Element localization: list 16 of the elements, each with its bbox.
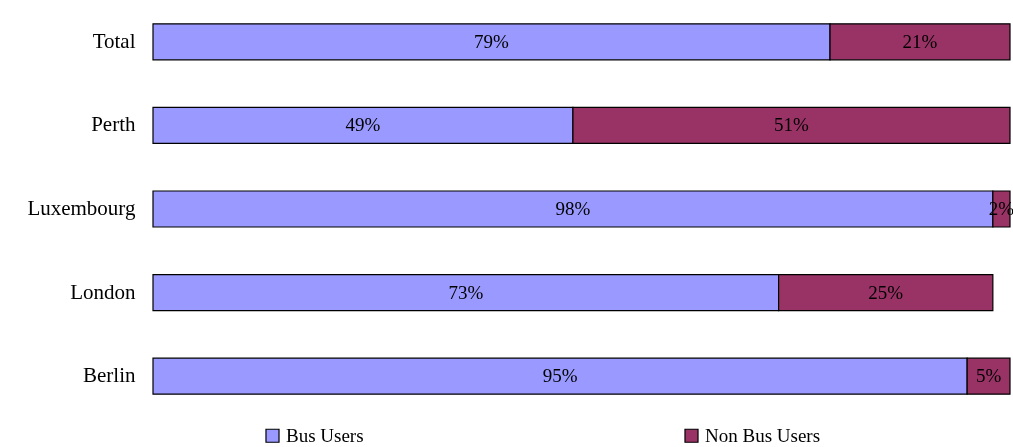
y-tick-label: Perth xyxy=(91,112,136,137)
data-label: 49% xyxy=(345,114,381,136)
data-label: 51% xyxy=(774,114,810,136)
y-tick-label: London xyxy=(70,279,136,304)
y-tick-label: Luxembourg xyxy=(27,196,136,220)
y-tick-label: Total xyxy=(92,28,136,53)
legend-label: Bus Users xyxy=(286,424,364,446)
data-label: 5% xyxy=(975,365,1002,387)
data-label: 73% xyxy=(448,281,484,303)
data-label: 21% xyxy=(902,30,938,52)
data-label: 25% xyxy=(868,281,904,303)
data-label: 98% xyxy=(555,198,591,219)
data-label: 79% xyxy=(474,30,510,52)
legend-label: Non Bus Users xyxy=(705,424,821,446)
y-tick-label: Berlin xyxy=(83,363,136,388)
data-label: 95% xyxy=(542,365,578,387)
